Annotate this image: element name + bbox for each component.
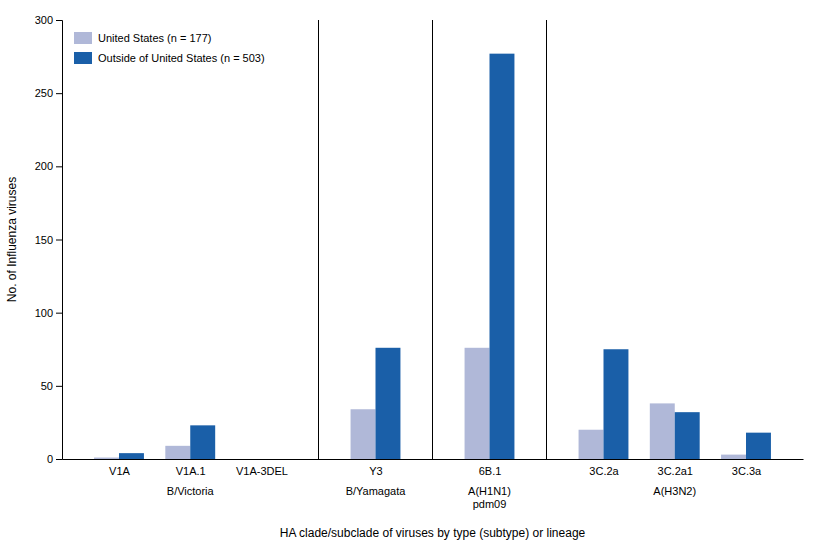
tick-mark: [56, 459, 62, 460]
legend-label: Outside of United States (n = 503): [98, 52, 265, 64]
legend: United States (n = 177) Outside of United…: [74, 32, 265, 64]
bar: [237, 459, 262, 460]
tick-label: 300: [35, 14, 53, 26]
bar: [190, 425, 215, 459]
tick-label: Y3: [369, 465, 382, 477]
tick: 3C.2a1: [658, 465, 693, 477]
bar: [604, 349, 629, 459]
tick: 3C.3a: [732, 465, 762, 477]
tick-label: 3C.2a1: [658, 465, 693, 477]
tick: 250: [35, 87, 62, 99]
bar: [579, 430, 604, 459]
legend-swatch: [74, 32, 92, 44]
bar: [675, 412, 700, 459]
tick: 0: [47, 453, 62, 465]
group-label: A(H1N1)pdm09: [468, 485, 511, 510]
tick: 6B.1: [479, 465, 502, 477]
legend-swatch: [74, 52, 92, 64]
separators: [319, 20, 547, 459]
bar-series: [94, 348, 746, 459]
x-axis: V1A V1A.1 V1A-3DEL Y3 6B.1 3C.2a 3C.2a1 3C.3a: [63, 460, 804, 477]
axis-line: [63, 459, 804, 460]
tick-label: 50: [41, 380, 53, 392]
tick-label: 150: [35, 234, 53, 246]
bar: [376, 348, 401, 459]
axis-line: [56, 21, 63, 460]
tick-label: 200: [35, 160, 53, 172]
tick-mark: [56, 313, 62, 314]
tick: V1A.1: [176, 465, 206, 477]
tick: 3C.2a: [589, 465, 619, 477]
bar: [465, 348, 490, 459]
bar: [351, 409, 376, 459]
bar-series: [119, 54, 771, 459]
group-separator: [546, 20, 547, 459]
tick-label: 3C.3a: [732, 465, 762, 477]
tick-label: V1A: [109, 465, 130, 477]
legend-item: Outside of United States (n = 503): [74, 52, 265, 64]
tick: V1A: [109, 465, 130, 477]
group-label: A(H3N2): [653, 485, 696, 497]
group-separator: [432, 20, 433, 459]
tick: 50: [41, 380, 62, 392]
bar: [650, 403, 675, 459]
tick: 200: [35, 160, 62, 172]
y-axis-title: No. of Influenza viruses: [5, 177, 19, 302]
tick-label: 250: [35, 87, 53, 99]
chart: 0 50 100 150 200 250 300 V1A V1A.1 V1A-3DEL Y3 6B.1…: [0, 0, 823, 547]
tick-mark: [56, 20, 62, 21]
bar: [262, 459, 287, 460]
legend-item: United States (n = 177): [74, 32, 211, 44]
group-separator: [318, 20, 319, 459]
tick-mark: [56, 240, 62, 241]
bar: [746, 433, 771, 459]
marks: [94, 20, 771, 459]
tick-mark: [56, 386, 62, 387]
group-label: B/Yamagata: [346, 485, 407, 497]
bar: [119, 453, 144, 459]
tick-label: 6B.1: [479, 465, 502, 477]
tick: 100: [35, 307, 62, 319]
tick: 300: [35, 14, 62, 26]
tick-mark: [56, 93, 62, 94]
tick: Y3: [369, 465, 382, 477]
tick: V1A-3DEL: [236, 465, 288, 477]
group-label: B/Victoria: [167, 485, 215, 497]
y-axis: 0 50 100 150 200 250 300: [35, 14, 63, 465]
tick-label: 0: [47, 453, 53, 465]
bar: [721, 455, 746, 459]
tick-label: 3C.2a: [589, 465, 619, 477]
bar: [165, 446, 190, 459]
tick: 150: [35, 234, 62, 246]
plot: 0 50 100 150 200 250 300 V1A V1A.1 V1A-3DEL Y3 6B.1…: [5, 14, 804, 540]
legend-label: United States (n = 177): [98, 32, 211, 44]
tick-label: 100: [35, 307, 53, 319]
tick-mark: [56, 166, 62, 167]
tick-label: V1A.1: [176, 465, 206, 477]
bar: [490, 54, 515, 459]
x-axis-title: HA clade/subclade of viruses by type (su…: [280, 526, 586, 540]
bar: [94, 458, 119, 459]
tick-label: V1A-3DEL: [236, 465, 288, 477]
